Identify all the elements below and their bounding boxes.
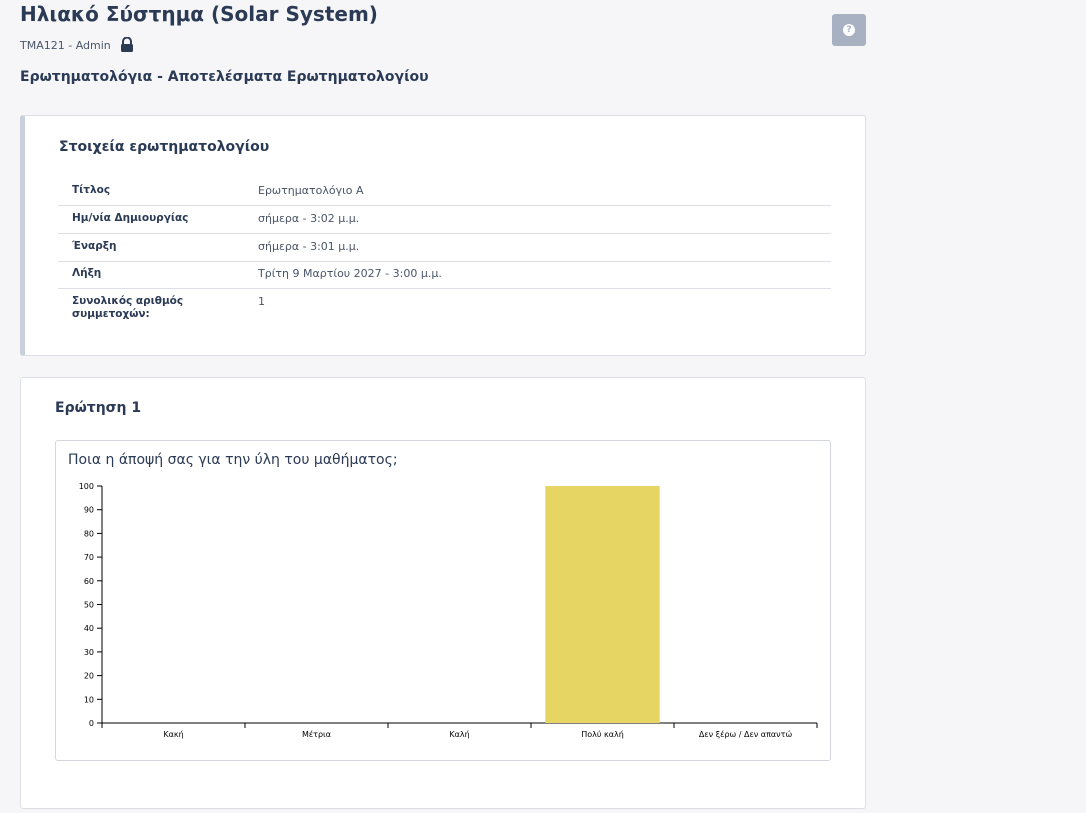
role: Admin — [75, 39, 111, 52]
info-value: σήμερα - 3:02 μ.μ. — [258, 212, 360, 225]
lock-icon — [121, 36, 134, 52]
help-button[interactable]: ? — [832, 14, 866, 46]
info-card — [20, 115, 866, 356]
row-separator — [58, 288, 831, 289]
info-label: Ημ/νία Δημιουργίας — [72, 212, 189, 224]
row-separator — [58, 261, 831, 262]
section-title: Ερωτηματολόγια - Αποτελέσματα Ερωτηματολ… — [20, 69, 429, 85]
y-tick-label: 20 — [84, 672, 94, 681]
info-label: Συνολικός αριθμός συμμετοχών: — [72, 295, 184, 320]
y-tick-label: 10 — [84, 695, 94, 704]
y-tick-label: 70 — [84, 553, 94, 562]
info-value: Ερωτηματολόγιο Α — [258, 184, 364, 197]
info-value: σήμερα - 3:01 μ.μ. — [258, 240, 360, 253]
info-value: Τρίτη 9 Μαρτίου 2027 - 3:00 μ.μ. — [258, 267, 442, 280]
info-label: Τίτλος — [72, 184, 111, 196]
y-tick-label: 80 — [84, 529, 94, 538]
x-tick-label: Πολύ καλή — [581, 729, 624, 739]
x-tick-label: Μέτρια — [302, 729, 331, 739]
info-label: Λήξη — [72, 267, 102, 279]
y-tick-label: 100 — [79, 482, 94, 491]
y-tick-label: 40 — [84, 624, 94, 633]
chart-title: Ποια η άποψή σας για την ύλη του μαθήματ… — [68, 452, 398, 468]
question-title: Ερώτηση 1 — [55, 400, 142, 416]
chart-box — [55, 440, 831, 761]
y-tick-label: 60 — [84, 577, 94, 586]
y-tick-label: 0 — [89, 719, 94, 728]
info-title: Στοιχεία ερωτηματολογίου — [59, 139, 270, 155]
bar — [545, 486, 660, 723]
help-icon: ? — [843, 24, 855, 36]
info-value: 1 — [258, 295, 265, 308]
x-tick-label: Καλή — [449, 730, 469, 739]
x-tick-label: Δεν ξέρω / Δεν απαντώ — [699, 729, 793, 739]
course-code[interactable]: TMA121 — [20, 39, 65, 52]
y-tick-label: 50 — [84, 601, 94, 610]
row-separator — [58, 205, 831, 206]
row-separator — [58, 233, 831, 234]
info-label: Έναρξη — [72, 240, 117, 252]
breadcrumb: TMA121 - Admin — [20, 36, 134, 52]
y-tick-label: 90 — [84, 506, 94, 515]
page-title: Ηλιακό Σύστημα (Solar System) — [20, 2, 378, 26]
x-tick-label: Κακή — [163, 730, 183, 739]
chart: Ποια η άποψή σας για την ύλη του μαθήματ… — [68, 452, 818, 739]
y-tick-label: 30 — [84, 648, 94, 657]
